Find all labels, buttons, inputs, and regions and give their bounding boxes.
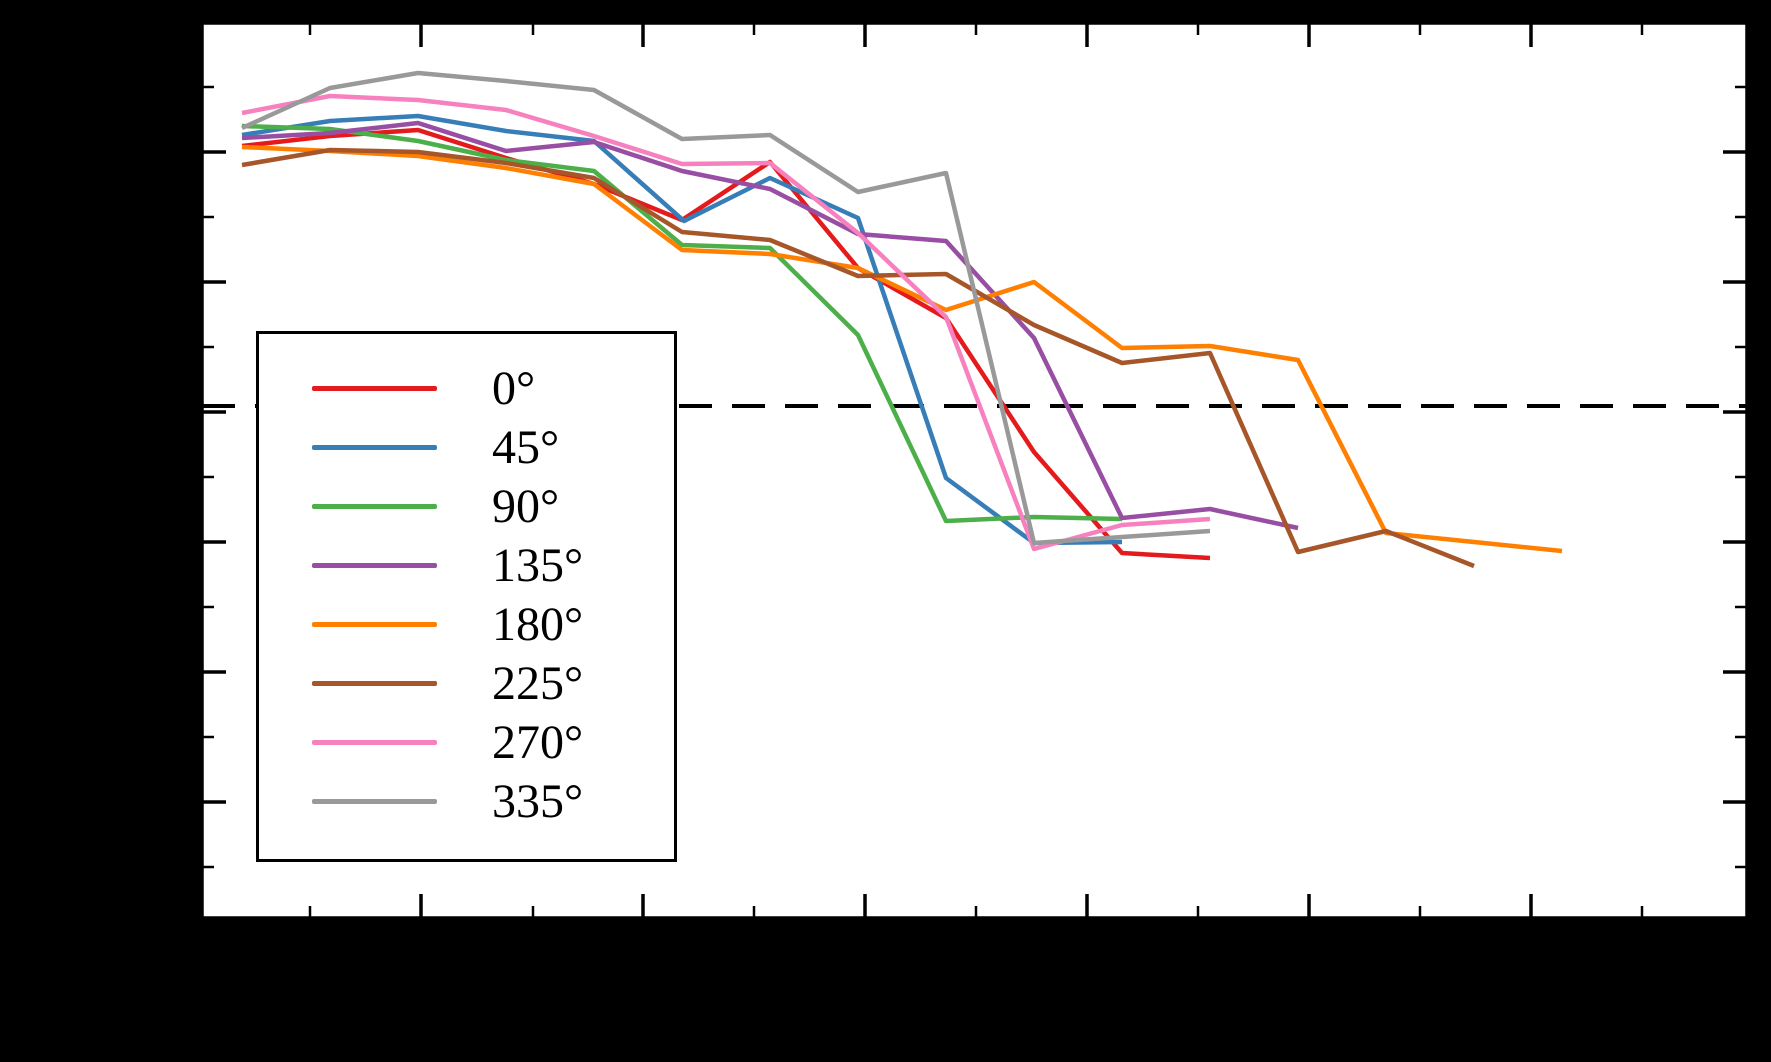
legend-label-45deg: 45° <box>492 421 560 474</box>
legend-row-225deg: 225° <box>259 654 674 713</box>
legend-swatch-135deg <box>312 563 437 568</box>
series-line-45deg <box>241 113 1123 546</box>
series-line-90deg <box>241 123 1123 524</box>
legend-label-0deg: 0° <box>492 362 536 415</box>
legend-label-90deg: 90° <box>492 480 560 533</box>
series-line-335deg <box>241 70 1211 546</box>
series-line-0deg <box>241 127 1211 561</box>
legend-swatch-335deg <box>312 799 437 804</box>
legend-label-270deg: 270° <box>492 716 584 769</box>
legend: 0° 45° 90° 135° 180° 225° 270° 335° <box>256 331 677 862</box>
legend-row-270deg: 270° <box>259 713 674 772</box>
legend-swatch-90deg <box>312 504 437 509</box>
series-line-180deg <box>241 144 1563 554</box>
legend-row-90deg: 90° <box>259 477 674 536</box>
legend-row-45deg: 45° <box>259 418 674 477</box>
series-line-135deg <box>241 120 1299 531</box>
legend-swatch-180deg <box>312 622 437 627</box>
legend-label-225deg: 225° <box>492 657 584 710</box>
legend-row-335deg: 335° <box>259 772 674 831</box>
series-line-225deg <box>241 147 1475 569</box>
legend-label-135deg: 135° <box>492 539 584 592</box>
series-line-270deg <box>241 93 1211 552</box>
legend-swatch-45deg <box>312 445 437 450</box>
legend-swatch-0deg <box>312 386 437 391</box>
legend-row-0deg: 0° <box>259 359 674 418</box>
legend-label-180deg: 180° <box>492 598 584 651</box>
legend-swatch-270deg <box>312 740 437 745</box>
legend-row-180deg: 180° <box>259 595 674 654</box>
legend-swatch-225deg <box>312 681 437 686</box>
legend-label-335deg: 335° <box>492 775 584 828</box>
legend-row-135deg: 135° <box>259 536 674 595</box>
